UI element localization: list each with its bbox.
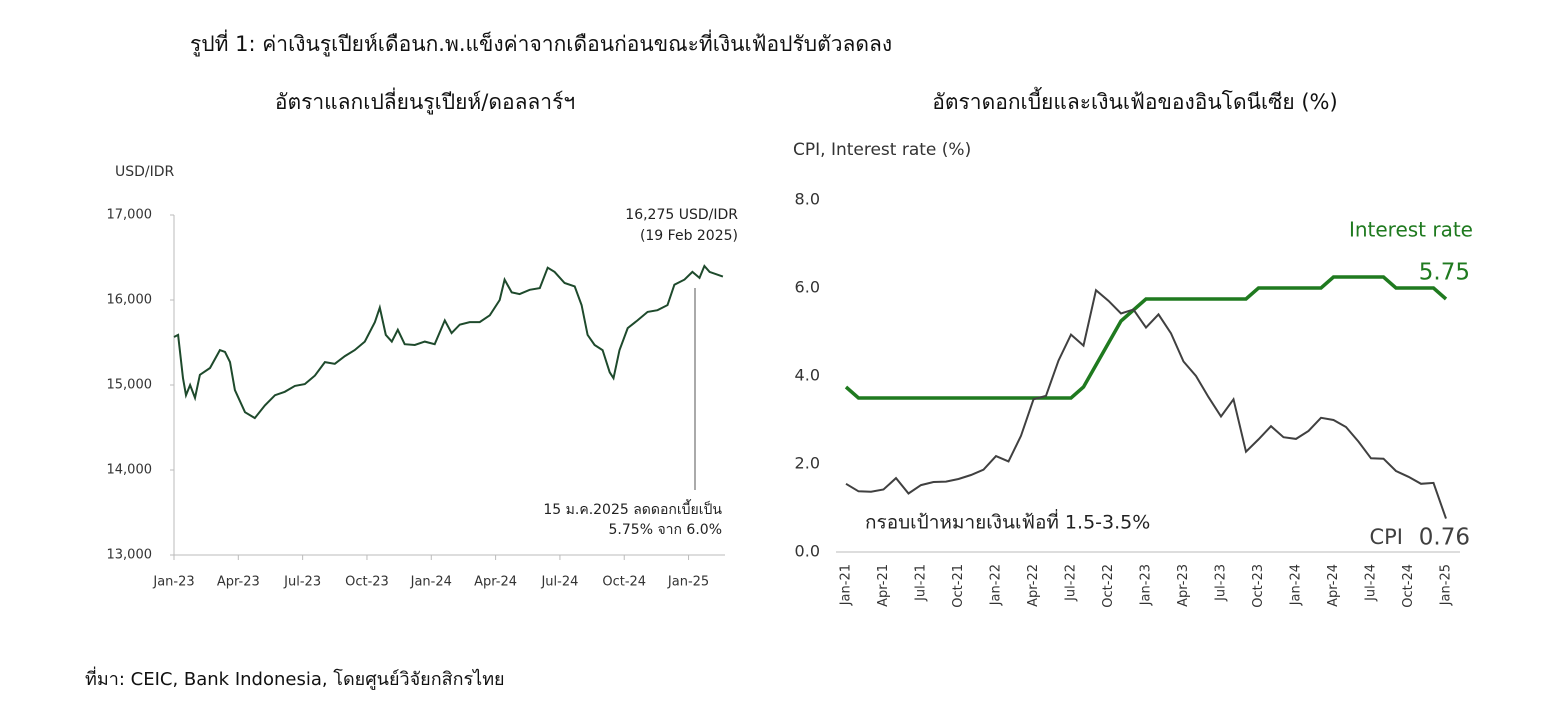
y-tick-label: 4.0 [795,366,820,385]
x-tick-label: Apr-24 [1326,564,1341,607]
x-tick-label: Apr-21 [876,564,891,607]
x-tick-label: Apr-23 [1176,564,1191,607]
y-tick-label: 8.0 [795,190,820,209]
y-axis-label: CPI, Interest rate (%) [793,140,971,160]
x-tick-label: Jul-21 [914,564,929,602]
x-tick-label: Jan-25 [1439,564,1454,606]
x-tick-label: Jan-23 [152,575,194,590]
x-tick-label: Jan-24 [410,575,452,590]
x-tick-label: Jan-25 [667,575,709,590]
y-tick-label: 6.0 [795,278,820,297]
x-tick-label: Apr-22 [1026,564,1041,607]
line [845,288,1447,519]
chart-title: อัตราแลกเปลี่ยนรูเปียห์/ดอลลาร์ฯ [275,87,575,115]
x-tick-label: Oct-23 [1251,564,1266,608]
annotation: กรอบเป้าหมายเงินเฟ้อที่ 1.5-3.5% [865,509,1150,534]
y-tick-label: 16,000 [107,293,153,308]
line [173,264,724,420]
y-tick-label: 2.0 [795,454,820,473]
y-tick-label: 15,000 [107,378,153,393]
y-tick-label: 14,000 [107,463,153,478]
x-tick-label: Jan-21 [839,564,854,606]
series-label: Interest rate [1349,218,1473,242]
y-tick-label: 0.0 [795,542,820,561]
series-label: CPI [1369,525,1403,549]
x-tick-label: Oct-21 [951,564,966,608]
x-tick-label: Oct-24 [602,575,646,590]
x-tick-label: Oct-24 [1401,564,1416,608]
x-tick-label: Jan-23 [1139,564,1154,606]
x-tick-label: Jul-24 [1364,564,1379,602]
x-tick-label: Oct-22 [1101,564,1116,608]
x-tick-label: Jul-23 [1214,564,1229,602]
x-tick-label: Apr-23 [217,575,260,590]
x-tick-label: Jan-22 [989,564,1004,606]
annotation: (19 Feb 2025) [640,228,738,244]
source: ที่มา: CEIC, Bank Indonesia, โดยศูนย์วิจ… [85,666,505,690]
x-tick-label: Jul-22 [1064,564,1079,602]
annotation: 16,275 USD/IDR [625,207,738,223]
x-tick-label: Jul-23 [283,575,321,590]
x-tick-label: Oct-23 [345,575,389,590]
annotation: 15 ม.ค.2025 ลดดอกเบี้ยเป็น [543,499,722,518]
y-tick-label: 17,000 [107,208,153,223]
value-label: 5.75 [1419,260,1470,286]
x-tick-label: Apr-24 [474,575,517,590]
y-tick-label: 13,000 [107,548,153,563]
x-tick-label: Jul-24 [540,575,578,590]
chart-title: อัตราดอกเบี้ยและเงินเฟ้อของอินโดนีเซีย (… [932,87,1337,114]
value-label: 0.76 [1419,525,1470,551]
line [844,275,1448,400]
figure-title: รูปที่ 1: ค่าเงินรูเปียห์เดือนก.พ.แข็งค่… [190,29,892,57]
annotation: 5.75% จาก 6.0% [609,522,722,538]
x-tick-label: Jan-24 [1289,564,1304,606]
y-axis-label: USD/IDR [115,164,175,180]
